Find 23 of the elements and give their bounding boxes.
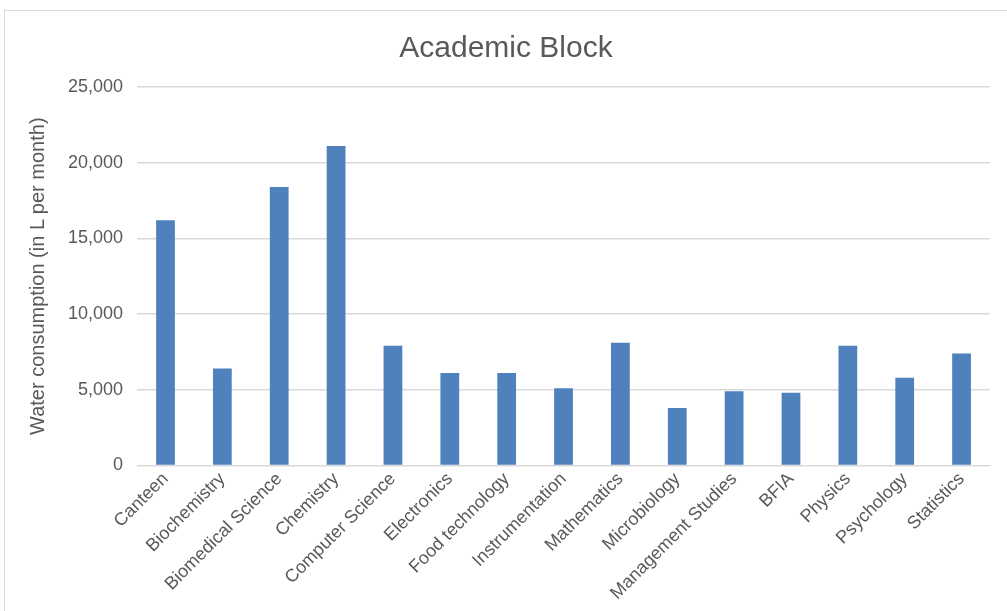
bar bbox=[326, 146, 346, 465]
y-tick-label: 0 bbox=[113, 454, 124, 475]
y-tick-label: 25,000 bbox=[67, 75, 124, 96]
y-tick-label: 15,000 bbox=[67, 227, 124, 248]
bar bbox=[724, 391, 744, 465]
bar bbox=[611, 342, 630, 465]
y-tick-label: 5,000 bbox=[78, 378, 124, 399]
bar bbox=[838, 345, 858, 465]
bar bbox=[781, 392, 801, 465]
bar bbox=[497, 373, 517, 465]
bar bbox=[383, 345, 403, 465]
y-axis-title: Water consumption (in L per month) bbox=[25, 117, 48, 435]
chart-title: Academic Block bbox=[399, 30, 614, 64]
y-tick-label: 20,000 bbox=[67, 151, 124, 172]
bar bbox=[554, 388, 573, 465]
bar bbox=[440, 373, 460, 465]
y-tick-label: 10,000 bbox=[67, 303, 124, 324]
bar bbox=[952, 353, 971, 465]
bar bbox=[212, 368, 232, 465]
bar bbox=[156, 220, 175, 465]
bar bbox=[895, 377, 915, 465]
bar bbox=[667, 407, 687, 465]
bar bbox=[269, 186, 289, 465]
